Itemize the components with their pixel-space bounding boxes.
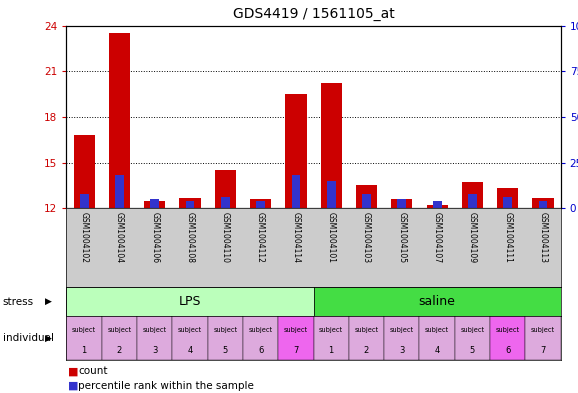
- Text: GSM1004114: GSM1004114: [291, 212, 301, 263]
- Bar: [186, 201, 194, 208]
- Text: subject: subject: [284, 327, 308, 333]
- Text: 7: 7: [540, 345, 546, 354]
- Bar: [221, 197, 229, 208]
- Text: subject: subject: [319, 327, 343, 333]
- Text: GSM1004104: GSM1004104: [115, 212, 124, 263]
- Bar: [391, 199, 412, 208]
- Bar: [291, 175, 301, 208]
- Text: GSM1004106: GSM1004106: [150, 212, 159, 263]
- Bar: [313, 316, 349, 360]
- Bar: [208, 316, 243, 360]
- Text: 1: 1: [81, 345, 87, 354]
- Bar: [313, 287, 561, 316]
- Bar: [172, 316, 208, 360]
- Text: GSM1004110: GSM1004110: [221, 212, 230, 263]
- Text: ▶: ▶: [45, 297, 51, 306]
- Text: GSM1004102: GSM1004102: [80, 212, 88, 263]
- Text: 5: 5: [223, 345, 228, 354]
- Bar: [362, 194, 371, 208]
- Bar: [256, 201, 265, 208]
- Text: subject: subject: [249, 327, 273, 333]
- Text: count: count: [78, 366, 108, 376]
- Bar: [278, 316, 313, 360]
- Bar: [115, 175, 124, 208]
- Text: stress: stress: [3, 297, 34, 307]
- Bar: [384, 316, 420, 360]
- Text: 6: 6: [258, 345, 264, 354]
- Text: subject: subject: [531, 327, 555, 333]
- Text: subject: subject: [496, 327, 520, 333]
- Text: subject: subject: [460, 327, 484, 333]
- Bar: [102, 316, 137, 360]
- Bar: [144, 201, 165, 208]
- Bar: [321, 83, 342, 208]
- Text: ■: ■: [68, 366, 79, 376]
- Bar: [286, 94, 306, 208]
- Bar: [455, 316, 490, 360]
- Bar: [420, 316, 455, 360]
- Bar: [214, 170, 236, 208]
- Bar: [490, 316, 525, 360]
- Text: individual: individual: [3, 333, 54, 343]
- Text: 6: 6: [505, 345, 510, 354]
- Bar: [250, 199, 271, 208]
- Bar: [137, 316, 172, 360]
- Bar: [356, 185, 377, 208]
- Text: GSM1004112: GSM1004112: [256, 212, 265, 263]
- Text: subject: subject: [178, 327, 202, 333]
- Text: ■: ■: [68, 381, 79, 391]
- Text: subject: subject: [354, 327, 379, 333]
- Text: subject: subject: [72, 327, 96, 333]
- Bar: [468, 194, 477, 208]
- Bar: [243, 316, 278, 360]
- Text: 5: 5: [470, 345, 475, 354]
- Text: LPS: LPS: [179, 295, 201, 308]
- Bar: [398, 199, 406, 208]
- Text: subject: subject: [425, 327, 449, 333]
- Text: 4: 4: [435, 345, 440, 354]
- Text: subject: subject: [108, 327, 131, 333]
- Text: GSM1004107: GSM1004107: [432, 212, 442, 263]
- Bar: [525, 316, 561, 360]
- Bar: [462, 182, 483, 208]
- Bar: [179, 198, 201, 208]
- Text: GDS4419 / 1561105_at: GDS4419 / 1561105_at: [233, 7, 394, 21]
- Bar: [497, 189, 518, 208]
- Bar: [73, 135, 95, 208]
- Bar: [327, 181, 336, 208]
- Text: saline: saline: [418, 295, 455, 308]
- Text: 2: 2: [117, 345, 122, 354]
- Bar: [433, 201, 442, 208]
- Bar: [349, 316, 384, 360]
- Bar: [503, 197, 512, 208]
- Text: GSM1004101: GSM1004101: [327, 212, 336, 263]
- Text: subject: subject: [213, 327, 238, 333]
- Bar: [539, 201, 547, 208]
- Text: 3: 3: [399, 345, 405, 354]
- Bar: [80, 194, 88, 208]
- Text: subject: subject: [143, 327, 167, 333]
- Bar: [150, 199, 159, 208]
- Text: GSM1004105: GSM1004105: [397, 212, 406, 263]
- Text: GSM1004109: GSM1004109: [468, 212, 477, 263]
- Text: GSM1004111: GSM1004111: [503, 212, 512, 263]
- Bar: [66, 316, 102, 360]
- Text: 1: 1: [328, 345, 334, 354]
- Text: ▶: ▶: [45, 334, 51, 342]
- Text: 4: 4: [187, 345, 192, 354]
- Bar: [532, 198, 554, 208]
- Text: subject: subject: [390, 327, 414, 333]
- Text: GSM1004103: GSM1004103: [362, 212, 371, 263]
- Text: GSM1004108: GSM1004108: [186, 212, 195, 263]
- Text: 3: 3: [152, 345, 157, 354]
- Text: 7: 7: [293, 345, 299, 354]
- Bar: [66, 287, 313, 316]
- Bar: [109, 33, 130, 208]
- Text: percentile rank within the sample: percentile rank within the sample: [78, 381, 254, 391]
- Text: 2: 2: [364, 345, 369, 354]
- Bar: [427, 205, 448, 208]
- Text: GSM1004113: GSM1004113: [539, 212, 547, 263]
